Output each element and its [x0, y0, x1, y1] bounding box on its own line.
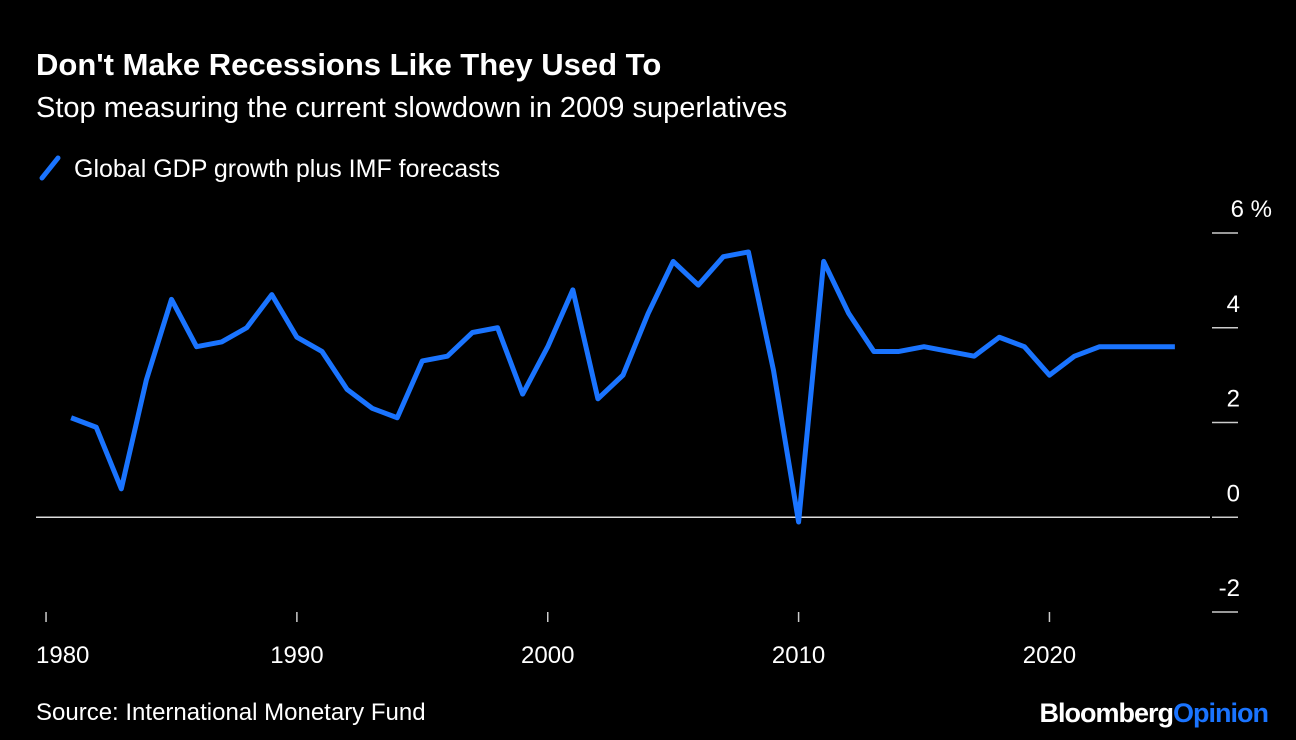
source: Source: International Monetary Fund — [36, 699, 426, 726]
y-tick-label: 0 — [1227, 480, 1240, 507]
y-tick-label: 2 — [1227, 386, 1240, 413]
y-tick-label: 6 % — [1231, 196, 1272, 223]
chart-title: Don't Make Recessions Like They Used To — [36, 47, 661, 82]
x-tick-label: 1980 — [36, 642, 89, 669]
data-line — [70, 249, 1175, 525]
brand-logo: BloombergOpinion — [1040, 698, 1269, 728]
legend-swatch — [39, 155, 61, 181]
x-tick-label: 2000 — [521, 642, 574, 669]
brand-suffix: Opinion — [1173, 698, 1268, 728]
y-tick-label: 4 — [1227, 291, 1240, 318]
x-tick-label: 2020 — [1023, 642, 1076, 669]
y-tick-label: -2 — [1219, 575, 1240, 602]
brand-name: Bloomberg — [1040, 698, 1174, 728]
legend-label: Global GDP growth plus IMF forecasts — [74, 155, 500, 183]
x-tick-label: 2010 — [772, 642, 825, 669]
chart-subtitle: Stop measuring the current slowdown in 2… — [36, 92, 787, 124]
x-tick-label: 1990 — [270, 642, 323, 669]
